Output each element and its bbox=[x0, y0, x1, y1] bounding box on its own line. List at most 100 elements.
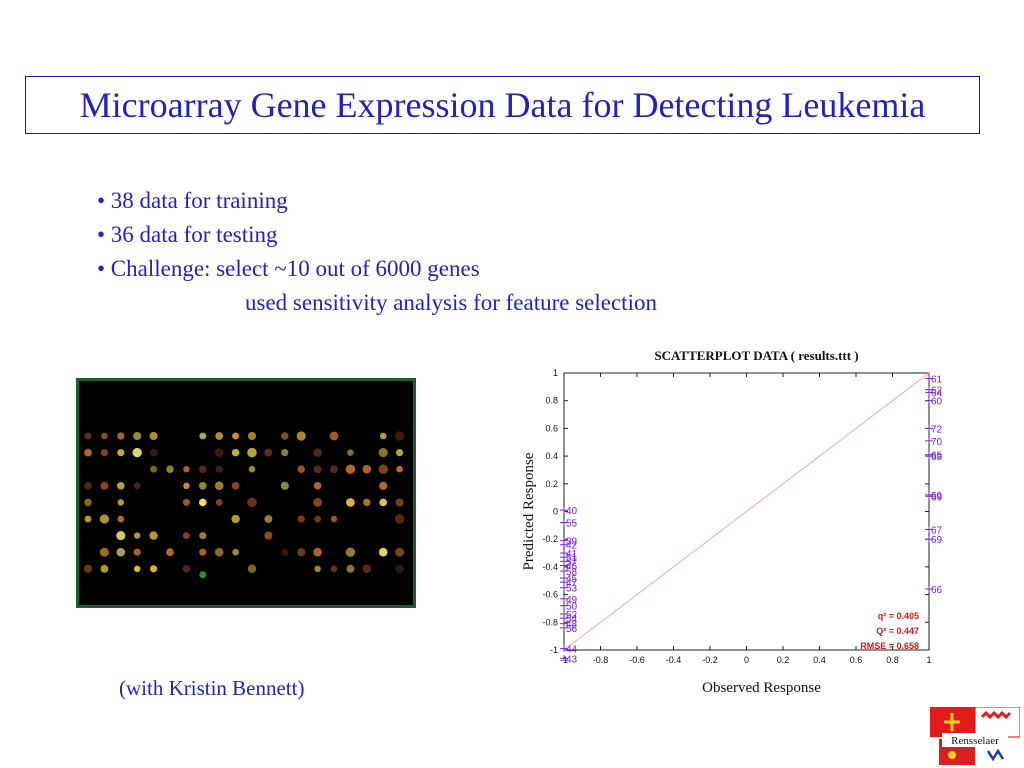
x-tick-label: 1 bbox=[926, 655, 931, 665]
y-tick-label: 0.6 bbox=[545, 423, 558, 433]
x-tick-label: 0.8 bbox=[886, 655, 899, 665]
y-tick-label: 0 bbox=[553, 507, 558, 517]
microarray-spot bbox=[117, 448, 125, 457]
microarray-spot bbox=[231, 481, 240, 490]
x-tick-label: -0.4 bbox=[666, 655, 682, 665]
logo-white-quarter bbox=[974, 707, 1020, 738]
data-point-label: 59 bbox=[931, 491, 943, 502]
microarray-spot bbox=[100, 564, 109, 573]
data-point-label: 43 bbox=[566, 654, 578, 665]
microarray-spot bbox=[117, 432, 125, 440]
microarray-spot bbox=[313, 481, 322, 490]
y-tick-label: 1 bbox=[553, 368, 558, 378]
caption: (with Kristin Bennett) bbox=[119, 676, 305, 700]
data-point-label: 62 bbox=[931, 386, 943, 397]
microarray-spot bbox=[281, 432, 289, 440]
microarray-spot bbox=[248, 465, 256, 473]
x-tick-label: 0.4 bbox=[813, 655, 826, 665]
data-point-label: 39 bbox=[566, 537, 578, 548]
data-point-label: 68 bbox=[931, 452, 943, 463]
microarray-spot bbox=[215, 499, 223, 506]
microarray-spot bbox=[297, 465, 306, 474]
microarray-spot bbox=[395, 564, 404, 574]
data-point-label: 69 bbox=[931, 535, 943, 546]
microarray-spot bbox=[101, 432, 108, 440]
data-point-label: 41 bbox=[566, 549, 578, 560]
microarray-spot bbox=[182, 498, 190, 506]
microarray-spot bbox=[281, 548, 289, 556]
microarray-spot bbox=[214, 481, 224, 491]
y-tick-label: 0.2 bbox=[545, 479, 558, 489]
microarray-spots bbox=[83, 431, 405, 579]
microarray-spot bbox=[83, 564, 93, 573]
bullet-list: • 38 data for training • 36 data for tes… bbox=[97, 184, 657, 320]
microarray-spot bbox=[330, 465, 338, 474]
microarray-spot bbox=[183, 465, 190, 473]
microarray-spot bbox=[346, 564, 355, 573]
fit-statistic: q² = 0.405 bbox=[878, 611, 919, 621]
data-point-label: 67 bbox=[931, 526, 943, 537]
data-point-label: 57 bbox=[566, 557, 578, 568]
microarray-spot bbox=[182, 532, 190, 540]
microarray-spot bbox=[330, 565, 338, 573]
data-point-label: 58 bbox=[566, 567, 578, 578]
microarray-spot bbox=[247, 431, 257, 441]
chart-title: SCATTERPLOT DATA ( results.ttt ) bbox=[654, 348, 858, 363]
reference-diagonal-line bbox=[563, 372, 930, 651]
microarray-spot bbox=[116, 531, 126, 541]
data-point-label: 46 bbox=[566, 562, 578, 573]
bullet-challenge: • Challenge: select ~10 out of 6000 gene… bbox=[97, 256, 480, 281]
data-point-label: 65 bbox=[931, 451, 943, 462]
microarray-spot bbox=[378, 547, 388, 557]
microarray-spot bbox=[313, 465, 322, 474]
microarray-spot bbox=[84, 448, 92, 457]
microarray-spot bbox=[183, 482, 190, 490]
microarray-spot bbox=[395, 448, 404, 457]
microarray-spot bbox=[345, 464, 356, 474]
microarray-spot bbox=[313, 547, 322, 557]
microarray-spot bbox=[231, 514, 240, 524]
logo-wordmark: Rensselaer bbox=[951, 735, 999, 747]
bullet-testing: • 36 data for testing bbox=[97, 222, 278, 247]
data-point-label: 40 bbox=[566, 506, 578, 517]
microarray-spot bbox=[117, 515, 125, 523]
y-tick-label: -0.4 bbox=[542, 562, 558, 572]
data-point-label: 60 bbox=[931, 397, 943, 408]
microarray-spot bbox=[394, 431, 405, 441]
microarray-spot bbox=[231, 448, 240, 457]
data-point-label: 70 bbox=[931, 437, 943, 448]
microarray-spot bbox=[100, 481, 109, 490]
microarray-spot bbox=[132, 447, 142, 458]
scatterplot-chart: SCATTERPLOT DATA ( results.ttt ) -1 -0.8 -0… bbox=[521, 348, 943, 696]
microarray-spot bbox=[214, 547, 224, 557]
microarray-spot bbox=[296, 431, 306, 441]
microarray-spot bbox=[133, 532, 141, 539]
microarray-spot bbox=[215, 465, 223, 473]
microarray-spot bbox=[150, 565, 158, 573]
data-point-label: 50 bbox=[566, 602, 578, 613]
microarray-spot bbox=[133, 432, 142, 440]
microarray-spot bbox=[280, 481, 289, 490]
microarray-spot bbox=[149, 448, 158, 457]
microarray-spot bbox=[281, 448, 289, 457]
data-point-label: 45 bbox=[566, 574, 578, 585]
microarray-spot bbox=[347, 449, 354, 456]
rensselaer-logo: Rensselaer bbox=[930, 707, 1020, 765]
x-tick-label: -0.2 bbox=[702, 655, 718, 665]
microarray-spot bbox=[345, 547, 356, 557]
microarray-spot bbox=[314, 565, 321, 573]
fit-statistic: RMSE = 0.658 bbox=[860, 641, 919, 651]
microarray-spot bbox=[264, 531, 273, 540]
microarray-spot bbox=[247, 564, 257, 574]
microarray-spot bbox=[394, 514, 405, 524]
logo-cross-icon bbox=[944, 713, 960, 731]
microarray-spot bbox=[166, 548, 174, 557]
logo-lion-icon bbox=[986, 748, 1005, 762]
microarray-spot bbox=[149, 531, 158, 540]
microarray-spot bbox=[232, 548, 239, 556]
y-tick-label: -1 bbox=[550, 645, 558, 655]
microarray-spot bbox=[149, 431, 158, 441]
microarray-spot bbox=[378, 464, 388, 474]
data-point-label: 69 bbox=[931, 492, 943, 503]
microarray-spot bbox=[297, 548, 306, 557]
